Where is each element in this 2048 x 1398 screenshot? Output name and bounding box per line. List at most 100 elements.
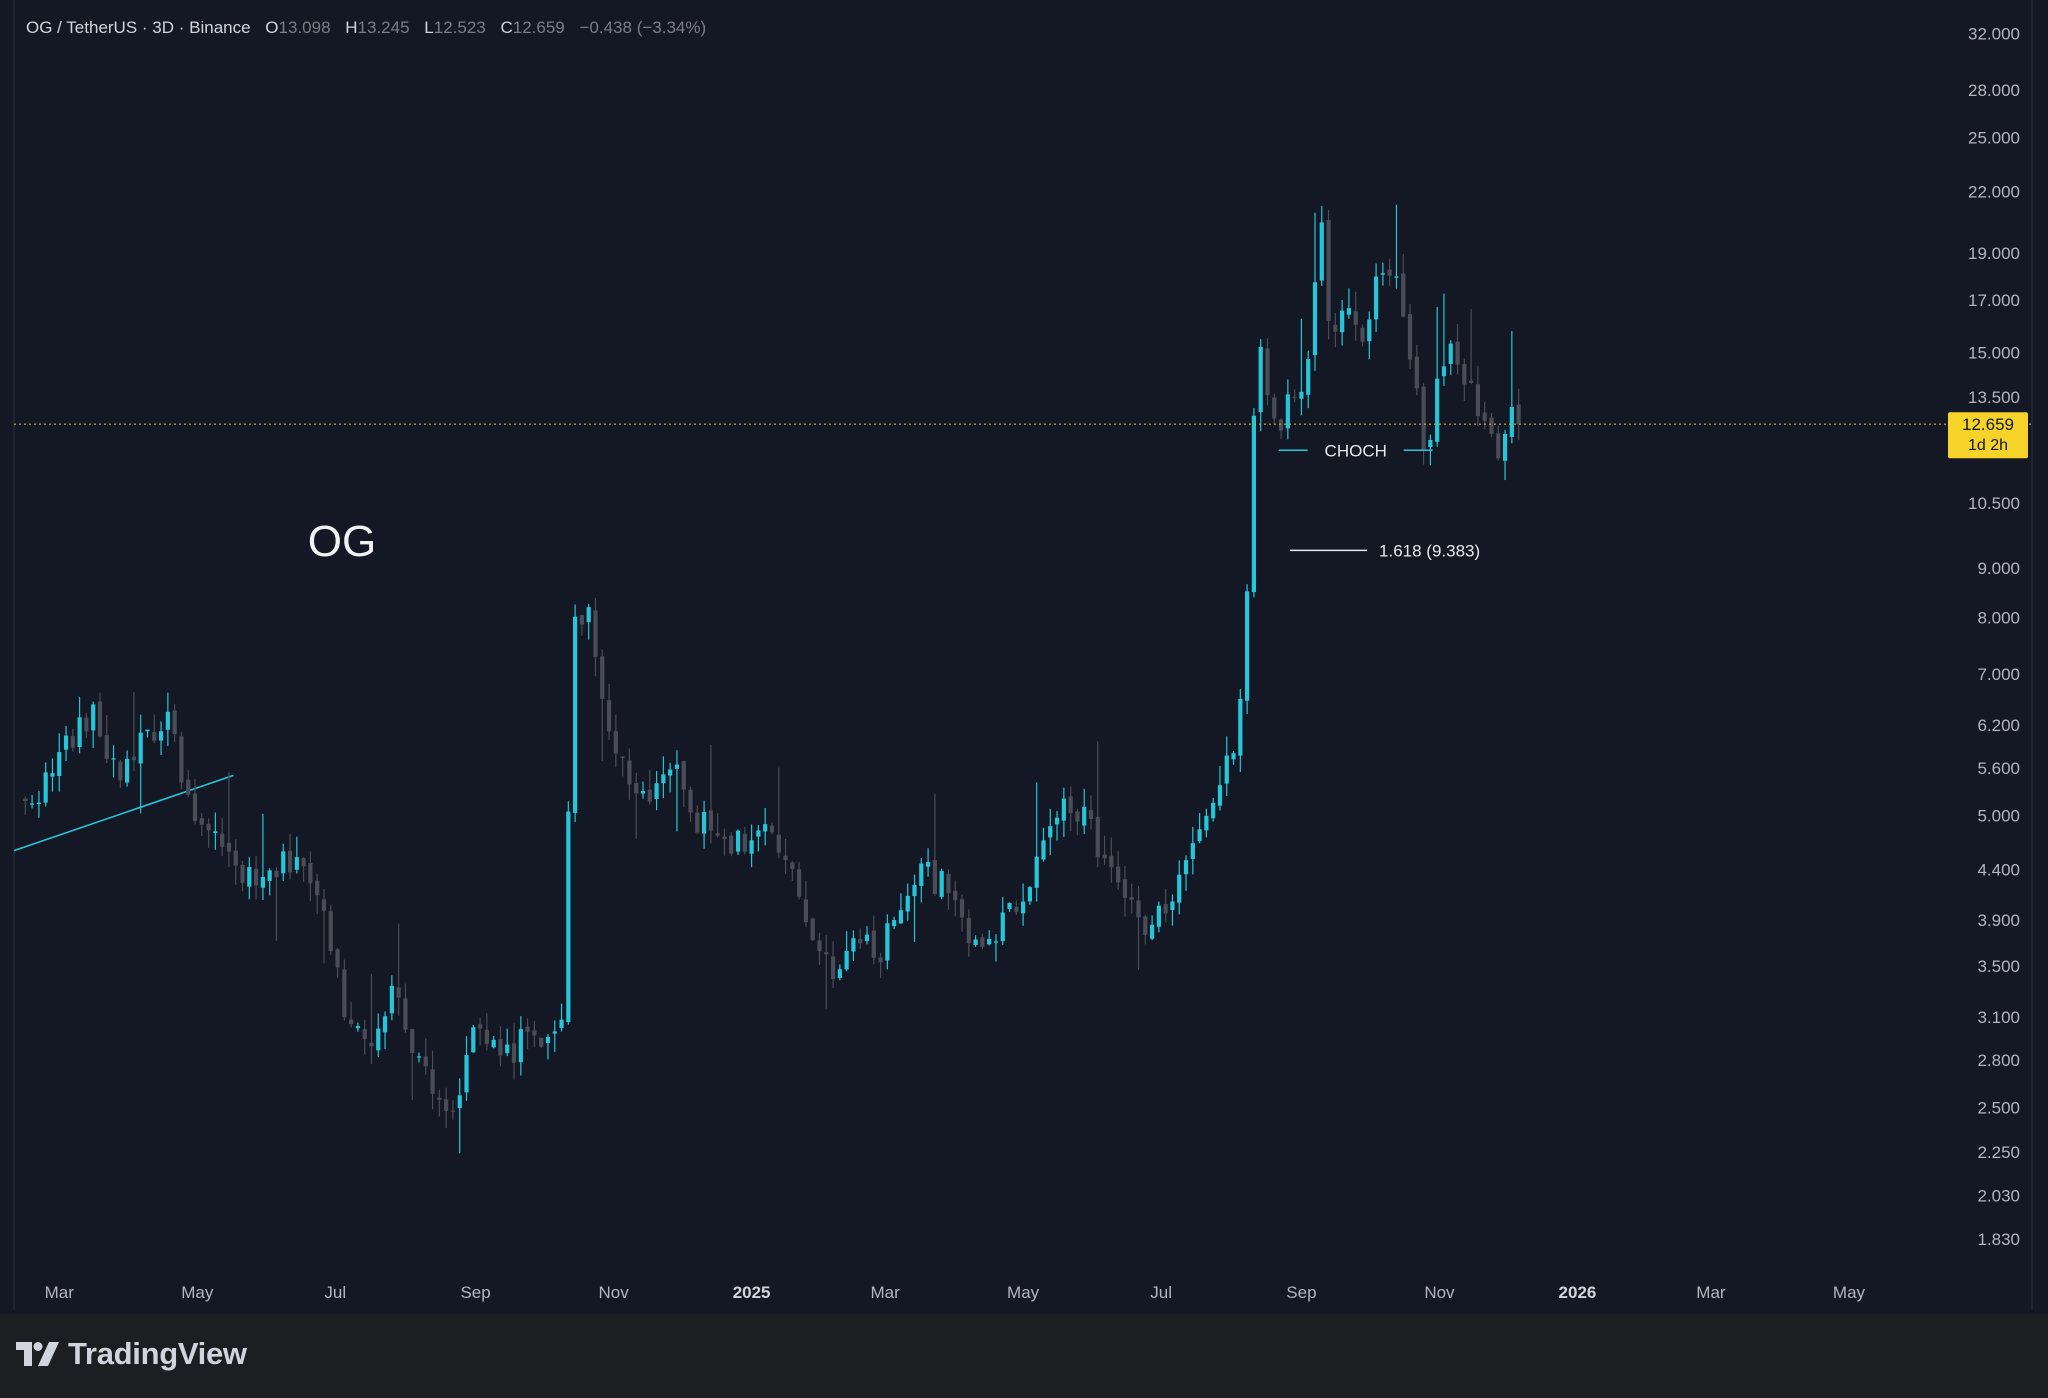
candle [125,750,130,787]
low-key: L [424,18,434,37]
candle-body [627,760,632,785]
candle-body [430,1069,435,1094]
candle [532,1020,537,1048]
last-price-tag-box [1948,412,2028,459]
candle-body [192,793,198,821]
candle [1075,808,1080,836]
candle-body [274,870,279,878]
candle-body [525,1026,530,1032]
candle-body [1475,384,1481,417]
candle-body [817,940,822,952]
time-tick-label: 2025 [733,1283,771,1302]
candle [1190,826,1195,875]
time-tick-label: Nov [598,1283,629,1302]
candle [457,1078,462,1154]
candle-body [186,779,191,795]
candle-body [871,930,876,958]
tradingview-logo[interactable]: TradingView [16,1334,247,1374]
candle [600,649,605,761]
candle-body [695,812,700,833]
candle [274,867,279,941]
candle [837,964,842,981]
candle-body [1149,924,1155,939]
candle-body [328,911,333,952]
candle-body [247,866,252,887]
candle [321,889,327,964]
candle [851,930,856,961]
candle [1435,306,1440,447]
candle-body [776,834,781,853]
candle [376,1013,381,1058]
candle-body [362,1029,367,1040]
choch-label: CHOCH [1325,441,1387,460]
candle [1156,901,1161,933]
price-tick-label: 5.600 [1977,759,2020,778]
candle [1204,808,1209,838]
time-tick-label: May [1833,1283,1866,1302]
candle [1475,365,1481,427]
candle-body [396,987,401,998]
candle-body [966,918,971,944]
price-tick-label: 1.830 [1977,1230,2020,1249]
candle-body [810,918,815,940]
candle-body [1068,796,1073,814]
candle-body [681,761,686,790]
candle [355,1022,361,1032]
price-axis[interactable]: 32.000 28.000 25.000 22.000 19.000 17.000 15.0… [1968,25,2020,1249]
symbol-title[interactable]: OG / TetherUS · 3D · Binance [26,18,251,37]
time-tick-label: May [1007,1283,1040,1302]
candle [735,829,741,855]
candle-body [118,761,123,781]
candle [525,1018,530,1050]
candle [1455,324,1460,375]
candle-body [199,818,204,825]
candle [172,704,177,742]
candle [1224,736,1229,797]
candle-body [851,938,856,952]
candle-body [756,830,761,837]
candle [50,758,55,792]
candle [647,769,652,805]
candle [613,714,618,768]
candle-body [1299,391,1304,399]
candle [77,696,82,754]
candle [1217,766,1223,811]
open-key: O [265,18,279,37]
price-tick-label: 9.000 [1977,559,2020,578]
candle [1502,429,1508,481]
candle-body [165,711,170,730]
candle-body [1238,698,1243,756]
time-axis[interactable]: Mar May Jul Sep Nov 2025 Mar May Jul Sep Nov 2026 Ma… [45,1283,1866,1302]
time-tick-label: May [181,1283,214,1302]
candle [138,714,143,814]
candle-body [1000,912,1005,942]
candle-body [1224,755,1229,784]
candle-body [1197,829,1202,842]
candle [573,604,578,823]
candle [620,756,625,777]
candle-body [1109,855,1114,868]
candle-body [369,1042,374,1047]
candle [1197,813,1202,844]
candle [1333,313,1338,347]
candle-body [70,736,75,748]
candle-body [1251,415,1257,593]
price-tick-label: 25.000 [1968,129,2020,148]
candle [1122,865,1128,917]
candle [627,748,632,800]
chart-canvas[interactable]: CHOCH 1.618 (9.383) OG 32.000 28.000 25.000 2… [0,0,2048,1314]
candle [688,786,693,822]
candle [206,818,211,848]
candle [959,894,965,932]
candle-body [267,870,272,881]
candle [925,848,931,877]
candle-body [43,772,48,803]
trendline-layer [13,0,2033,1310]
candle [199,813,204,837]
candle [220,817,225,857]
candle-body [573,616,578,813]
symbol-annotation-label: OG [308,517,376,566]
candle-body [1414,356,1419,389]
candle-body [620,756,625,758]
candle [858,928,863,949]
